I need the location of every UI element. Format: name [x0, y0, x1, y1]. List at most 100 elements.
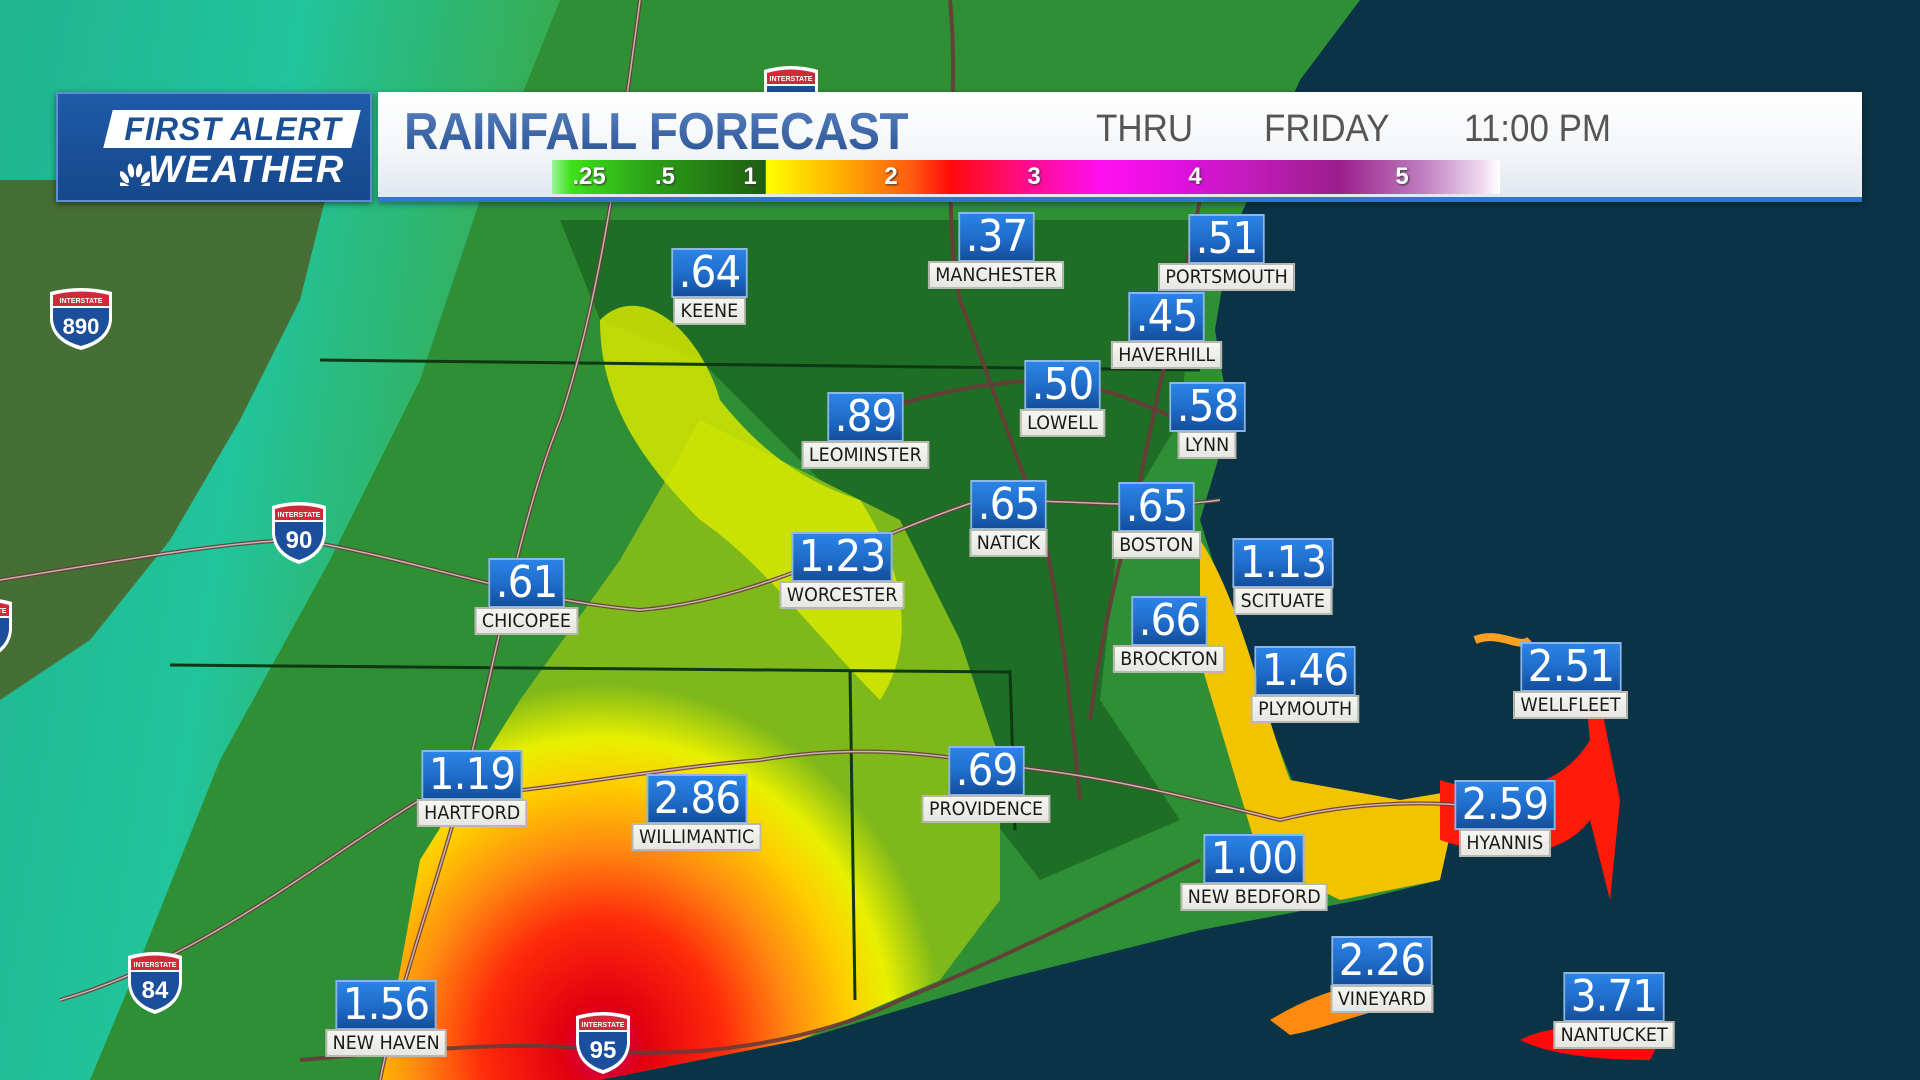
city-name: CHICOPEE: [474, 607, 579, 635]
city-name: LEOMINSTER: [801, 441, 930, 469]
thru-label: THRU: [1096, 108, 1194, 150]
nbc-peacock-icon: [120, 163, 150, 186]
rainfall-value: .45: [1128, 292, 1205, 342]
rainfall-value: .64: [671, 248, 748, 298]
rainfall-value: 1.46: [1254, 646, 1356, 696]
rainfall-value: .51: [1188, 214, 1265, 264]
rainfall-color-legend: .25 .5 1 2 3 4 5: [552, 160, 1500, 194]
svg-text:INTERSTATE: INTERSTATE: [134, 962, 177, 969]
city-name: HYANNIS: [1459, 829, 1551, 857]
city-label-providence: .69 PROVIDENCE: [916, 746, 1056, 823]
city-label-keene: .64 KEENE: [668, 248, 751, 325]
city-name: NEW HAVEN: [325, 1029, 448, 1057]
logo-text-first-alert: FIRST ALERT: [124, 111, 342, 147]
city-label-worcester: 1.23 WORCESTER: [774, 532, 910, 609]
svg-text:95: 95: [590, 1037, 617, 1064]
city-name: NATICK: [969, 529, 1048, 557]
city-name: PROVIDENCE: [921, 795, 1051, 823]
svg-text:84: 84: [142, 977, 169, 1004]
city-name: PORTSMOUTH: [1157, 263, 1296, 291]
city-label-wellfleet: 2.51 WELLFLEET: [1508, 642, 1633, 719]
city-label-hartford: 1.19 HARTFORD: [412, 750, 532, 827]
svg-text:90: 90: [286, 527, 313, 554]
rainfall-value: .69: [947, 746, 1025, 796]
city-name: PLYMOUTH: [1250, 695, 1360, 723]
interstate-890-shield: INTERSTATE 890: [46, 286, 116, 352]
legend-tick: 1: [743, 163, 757, 190]
legend-tick: .25: [572, 163, 606, 190]
city-name: HAVERHILL: [1110, 341, 1223, 369]
rainfall-value: 1.13: [1232, 538, 1334, 588]
city-label-manchester: .37 MANCHESTER: [922, 212, 1070, 289]
svg-text:INTERSTATE: INTERSTATE: [278, 512, 321, 519]
logo-text-weather: WEATHER: [148, 149, 345, 191]
rainfall-value: .65: [1118, 482, 1195, 532]
city-label-boston: .65 BOSTON: [1108, 482, 1205, 559]
rainfall-value: 2.26: [1331, 936, 1433, 986]
page-title: RAINFALL FORECAST: [404, 103, 909, 161]
city-label-lynn: .58 LYNN: [1166, 382, 1249, 459]
city-label-hyannis: 2.59 HYANNIS: [1450, 780, 1560, 857]
interstate-90-shield: INTERSTATE 90: [268, 500, 330, 566]
city-name: NANTUCKET: [1553, 1021, 1675, 1049]
forecast-day: FRIDAY: [1264, 108, 1390, 150]
rainfall-value: .50: [1024, 360, 1101, 410]
rainfall-value: 1.00: [1203, 834, 1305, 884]
city-label-scituate: 1.13 SCITUATE: [1228, 538, 1338, 615]
city-label-portsmouth: .51 PORTSMOUTH: [1152, 214, 1301, 291]
city-label-vineyard: 2.26 VINEYARD: [1326, 936, 1438, 1013]
svg-text:INTERSTATE: INTERSTATE: [60, 298, 103, 305]
title-bar: RAINFALL FORECAST THRU FRIDAY 11:00 PM .…: [378, 92, 1862, 202]
city-label-plymouth: 1.46 PLYMOUTH: [1246, 646, 1364, 723]
legend-tick: 5: [1395, 163, 1409, 190]
svg-text:INTERSTATE: INTERSTATE: [770, 76, 813, 83]
city-name: BROCKTON: [1112, 645, 1226, 673]
interstate-95-shield: INTERSTATE 95: [572, 1010, 634, 1076]
interstate-84-shield: INTERSTATE 84: [124, 950, 186, 1016]
city-label-lowell: .50 LOWELL: [1016, 360, 1109, 437]
rainfall-value: 1.19: [421, 750, 523, 800]
city-name: LOWELL: [1019, 409, 1106, 437]
city-label-leominster: .89 LEOMINSTER: [796, 392, 935, 469]
city-name: WORCESTER: [779, 581, 905, 609]
city-label-brockton: .66 BROCKTON: [1108, 596, 1230, 673]
city-name: SCITUATE: [1233, 587, 1333, 615]
city-label-nantucket: 3.71 NANTUCKET: [1548, 972, 1680, 1049]
interstate-87-shield: INTERSTATE87: [0, 596, 16, 662]
city-name: MANCHESTER: [927, 261, 1065, 289]
city-label-natick: .65 NATICK: [966, 480, 1051, 557]
legend-tick: 2: [884, 163, 898, 190]
city-label-willimantic: 2.86 WILLIMANTIC: [626, 774, 767, 851]
legend-tick: 4: [1188, 163, 1202, 190]
svg-text:INTERSTATE: INTERSTATE: [0, 608, 7, 615]
rainfall-value: 3.71: [1563, 972, 1665, 1022]
svg-text:890: 890: [63, 314, 100, 339]
city-name: WELLFLEET: [1513, 691, 1629, 719]
city-name: BOSTON: [1111, 531, 1201, 559]
city-label-new-bedford: 1.00 NEW BEDFORD: [1174, 834, 1334, 911]
city-label-haverhill: .45 HAVERHILL: [1106, 292, 1227, 369]
rainfall-value: .89: [827, 392, 904, 442]
rainfall-value: 1.23: [791, 532, 893, 582]
rainfall-value: .61: [488, 558, 565, 608]
rainfall-value: 2.51: [1519, 642, 1622, 692]
rainfall-value: .66: [1130, 596, 1208, 646]
forecast-time: 11:00 PM: [1464, 108, 1612, 150]
rainfall-value: 1.56: [335, 980, 437, 1030]
rainfall-value: .65: [970, 480, 1047, 530]
city-name: WILLIMANTIC: [631, 823, 762, 851]
city-name: VINEYARD: [1330, 985, 1434, 1013]
legend-tick: .5: [654, 163, 676, 190]
first-alert-weather-logo: FIRST ALERT WEATHER: [56, 92, 372, 202]
rainfall-value: .58: [1169, 382, 1246, 432]
rainfall-value: 2.59: [1454, 780, 1556, 830]
city-label-chicopee: .61 CHICOPEE: [470, 558, 583, 635]
city-name: KEENE: [673, 297, 746, 325]
svg-text:INTERSTATE: INTERSTATE: [582, 1022, 625, 1029]
city-name: NEW BEDFORD: [1180, 883, 1329, 911]
city-name: LYNN: [1178, 431, 1237, 459]
rainfall-value: .37: [957, 212, 1035, 262]
legend-tick: 3: [1027, 163, 1041, 190]
city-name: HARTFORD: [416, 799, 528, 827]
